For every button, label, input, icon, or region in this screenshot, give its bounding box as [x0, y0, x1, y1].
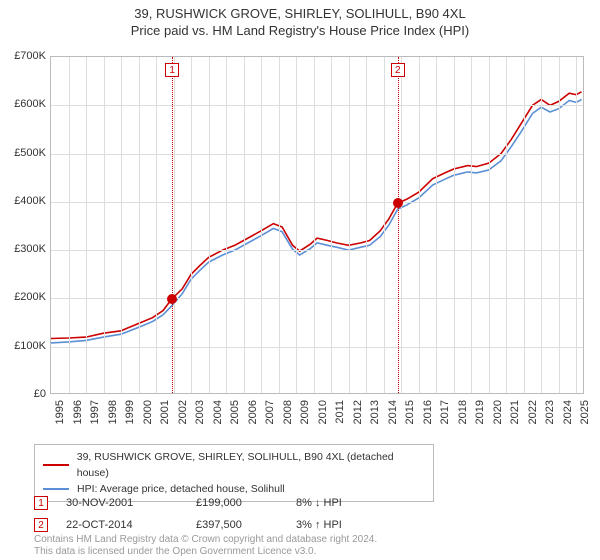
series-line-price_paid: [51, 92, 582, 339]
legend-item-price-paid: 39, RUSHWICK GROVE, SHIRLEY, SOLIHULL, B…: [43, 449, 425, 481]
attribution-line1: Contains HM Land Registry data © Crown c…: [34, 534, 377, 546]
chart-plot-area: 12: [50, 56, 584, 394]
grid-line-v: [349, 57, 350, 393]
sales-diff: 8% ↓ HPI: [296, 497, 376, 509]
grid-line-v: [209, 57, 210, 393]
grid-line-h: [51, 250, 583, 251]
up-arrow-icon: ↑: [315, 519, 321, 531]
grid-line-h: [51, 298, 583, 299]
grid-line-v: [279, 57, 280, 393]
grid-line-v: [506, 57, 507, 393]
chart-title-line2: Price paid vs. HM Land Registry's House …: [0, 23, 600, 38]
sales-date: 22-OCT-2014: [66, 519, 196, 531]
grid-line-v: [244, 57, 245, 393]
sales-price: £397,500: [196, 519, 296, 531]
grid-line-v: [226, 57, 227, 393]
grid-line-v: [576, 57, 577, 393]
reference-line: [398, 57, 399, 393]
reference-marker-icon: 1: [165, 63, 179, 77]
down-arrow-icon: ↓: [315, 497, 321, 509]
grid-line-v: [314, 57, 315, 393]
legend-label-price-paid: 39, RUSHWICK GROVE, SHIRLEY, SOLIHULL, B…: [77, 449, 425, 481]
sales-price: £199,000: [196, 497, 296, 509]
grid-line-v: [331, 57, 332, 393]
grid-line-v: [121, 57, 122, 393]
grid-line-v: [139, 57, 140, 393]
y-axis-tick-label: £300K: [14, 243, 46, 255]
grid-line-v: [471, 57, 472, 393]
grid-line-v: [191, 57, 192, 393]
grid-line-v: [69, 57, 70, 393]
sales-marker-icon: 2: [34, 518, 48, 532]
y-axis-tick-label: £700K: [14, 50, 46, 62]
grid-line-v: [104, 57, 105, 393]
legend-swatch-price-paid: [43, 464, 69, 466]
grid-line-v: [559, 57, 560, 393]
grid-line-v: [436, 57, 437, 393]
grid-line-v: [384, 57, 385, 393]
grid-line-h: [51, 154, 583, 155]
grid-line-v: [401, 57, 402, 393]
y-axis-tick-label: £600K: [14, 98, 46, 110]
attribution-line2: This data is licensed under the Open Gov…: [34, 546, 377, 558]
sales-row: 1 30-NOV-2001 £199,000 8% ↓ HPI: [34, 492, 376, 514]
grid-line-v: [156, 57, 157, 393]
y-axis-tick-label: £500K: [14, 147, 46, 159]
grid-line-v: [419, 57, 420, 393]
grid-line-h: [51, 347, 583, 348]
grid-line-v: [454, 57, 455, 393]
series-line-hpi: [51, 100, 582, 343]
data-point-marker: [167, 294, 177, 304]
legend-swatch-hpi: [43, 488, 69, 490]
sales-row: 2 22-OCT-2014 £397,500 3% ↑ HPI: [34, 514, 376, 536]
data-point-marker: [393, 198, 403, 208]
sales-diff: 3% ↑ HPI: [296, 519, 376, 531]
chart-svg: [51, 57, 583, 393]
y-axis-tick-label: £400K: [14, 195, 46, 207]
y-axis-tick-label: £100K: [14, 340, 46, 352]
chart-title-line1: 39, RUSHWICK GROVE, SHIRLEY, SOLIHULL, B…: [0, 6, 600, 21]
sales-date: 30-NOV-2001: [66, 497, 196, 509]
grid-line-v: [86, 57, 87, 393]
reference-line: [172, 57, 173, 393]
sales-table: 1 30-NOV-2001 £199,000 8% ↓ HPI 2 22-OCT…: [34, 492, 376, 536]
grid-line-h: [51, 202, 583, 203]
grid-line-v: [296, 57, 297, 393]
y-axis-tick-label: £200K: [14, 291, 46, 303]
reference-marker-icon: 2: [391, 63, 405, 77]
grid-line-v: [366, 57, 367, 393]
grid-line-v: [524, 57, 525, 393]
grid-line-v: [261, 57, 262, 393]
chart-title-block: 39, RUSHWICK GROVE, SHIRLEY, SOLIHULL, B…: [0, 0, 600, 38]
grid-line-v: [541, 57, 542, 393]
grid-line-v: [489, 57, 490, 393]
grid-line-h: [51, 105, 583, 106]
x-axis-tick-label: 2025: [579, 400, 600, 424]
grid-line-v: [174, 57, 175, 393]
y-axis-tick-label: £0: [34, 388, 46, 400]
attribution-text: Contains HM Land Registry data © Crown c…: [34, 534, 377, 558]
sales-marker-icon: 1: [34, 496, 48, 510]
